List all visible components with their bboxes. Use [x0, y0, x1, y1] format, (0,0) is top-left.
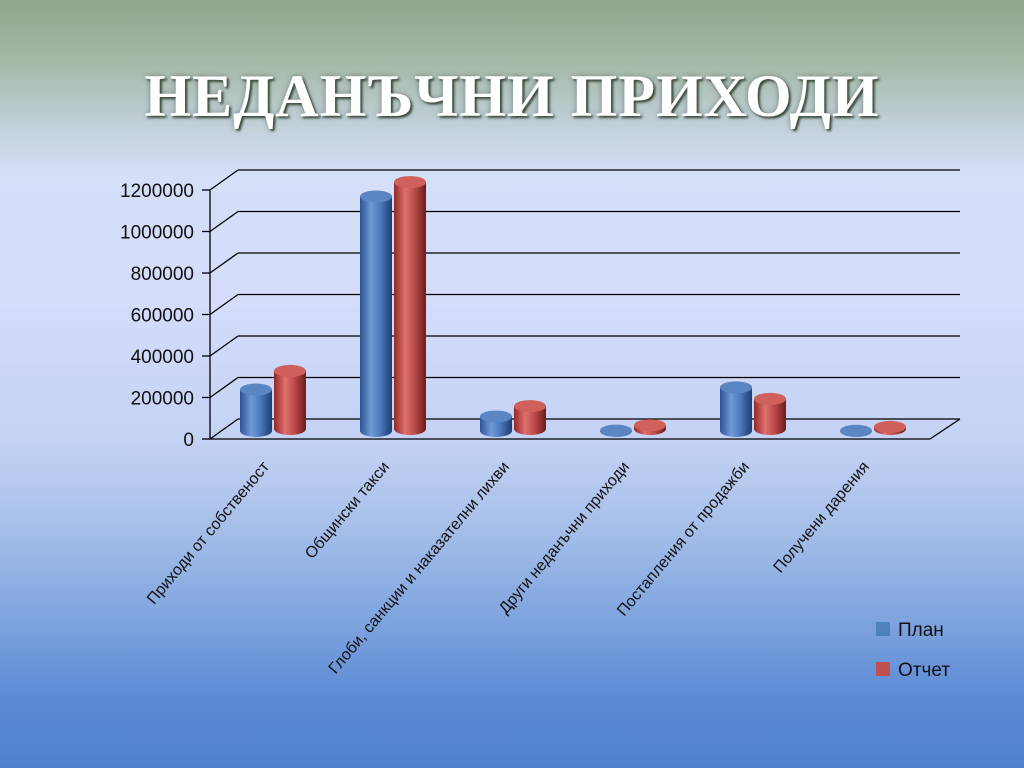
y-tick-label: 600000 — [131, 306, 194, 327]
bar-body — [274, 370, 306, 435]
y-tick-label: 0 — [183, 430, 194, 451]
bar-top — [240, 383, 272, 396]
category-label: Получени дарения — [770, 459, 873, 577]
bar-report — [754, 392, 786, 435]
gridline-depth — [209, 293, 239, 316]
bar-report — [394, 176, 426, 435]
gridline-depth — [209, 418, 239, 440]
gridline-depth — [209, 252, 239, 274]
legend: План Отчет — [876, 620, 950, 681]
bar-report — [874, 420, 906, 435]
category-label: Приходи от собственост — [144, 458, 273, 608]
bar-top — [600, 424, 632, 437]
axes: 0 200000 400000 600000 800000 1000000 1200000 — [120, 181, 961, 451]
legend-swatch — [876, 622, 890, 636]
bar-plan — [360, 190, 392, 437]
bar-body — [514, 406, 546, 435]
bar-report — [274, 364, 306, 435]
bar-body — [754, 398, 786, 435]
bars — [240, 176, 906, 437]
gridlines — [209, 169, 960, 440]
y-tick-label: 400000 — [131, 347, 194, 368]
y-tick-label: 200000 — [131, 389, 194, 410]
category-label: Други неданъчни приходи — [496, 459, 633, 618]
bar-body — [720, 387, 752, 437]
bar-top — [360, 190, 392, 203]
floor-edge — [929, 418, 961, 440]
legend-label: Отчет — [898, 660, 950, 681]
gridline-depth — [209, 210, 239, 233]
bar-top — [840, 424, 872, 437]
legend-label: План — [898, 620, 944, 641]
gridline-depth — [209, 376, 239, 399]
bar-top — [480, 410, 512, 423]
bar-top — [634, 419, 666, 432]
bar-top — [274, 364, 306, 377]
y-tick-label: 1200000 — [120, 181, 194, 202]
bar-report — [514, 400, 546, 435]
bar-plan — [240, 383, 272, 437]
bar-plan — [840, 424, 872, 437]
bar-plan — [480, 410, 512, 437]
bar-body — [394, 182, 426, 435]
bar-report — [634, 419, 666, 435]
bar-top — [754, 392, 786, 405]
bar-top — [394, 176, 426, 189]
bar-top — [514, 400, 546, 413]
bar-body — [360, 196, 392, 437]
category-label: Постапления от продажби — [614, 459, 753, 620]
bar-plan — [600, 424, 632, 437]
category-label: Общински такси — [302, 459, 393, 563]
legend-swatch — [876, 662, 890, 676]
slide-title: НЕДАНЪЧНИ ПРИХОДИ — [144, 63, 880, 129]
bar-top — [720, 381, 752, 394]
category-labels: Приходи от собственост Общински таксиГлоб… — [144, 458, 873, 677]
y-tick-label: 1000000 — [120, 223, 194, 244]
bar-top — [874, 420, 906, 433]
gridline-depth — [209, 335, 239, 357]
y-tick-label: 800000 — [131, 264, 194, 285]
bar-plan — [720, 381, 752, 437]
gridline-depth — [209, 169, 239, 191]
bar-body — [240, 389, 272, 437]
